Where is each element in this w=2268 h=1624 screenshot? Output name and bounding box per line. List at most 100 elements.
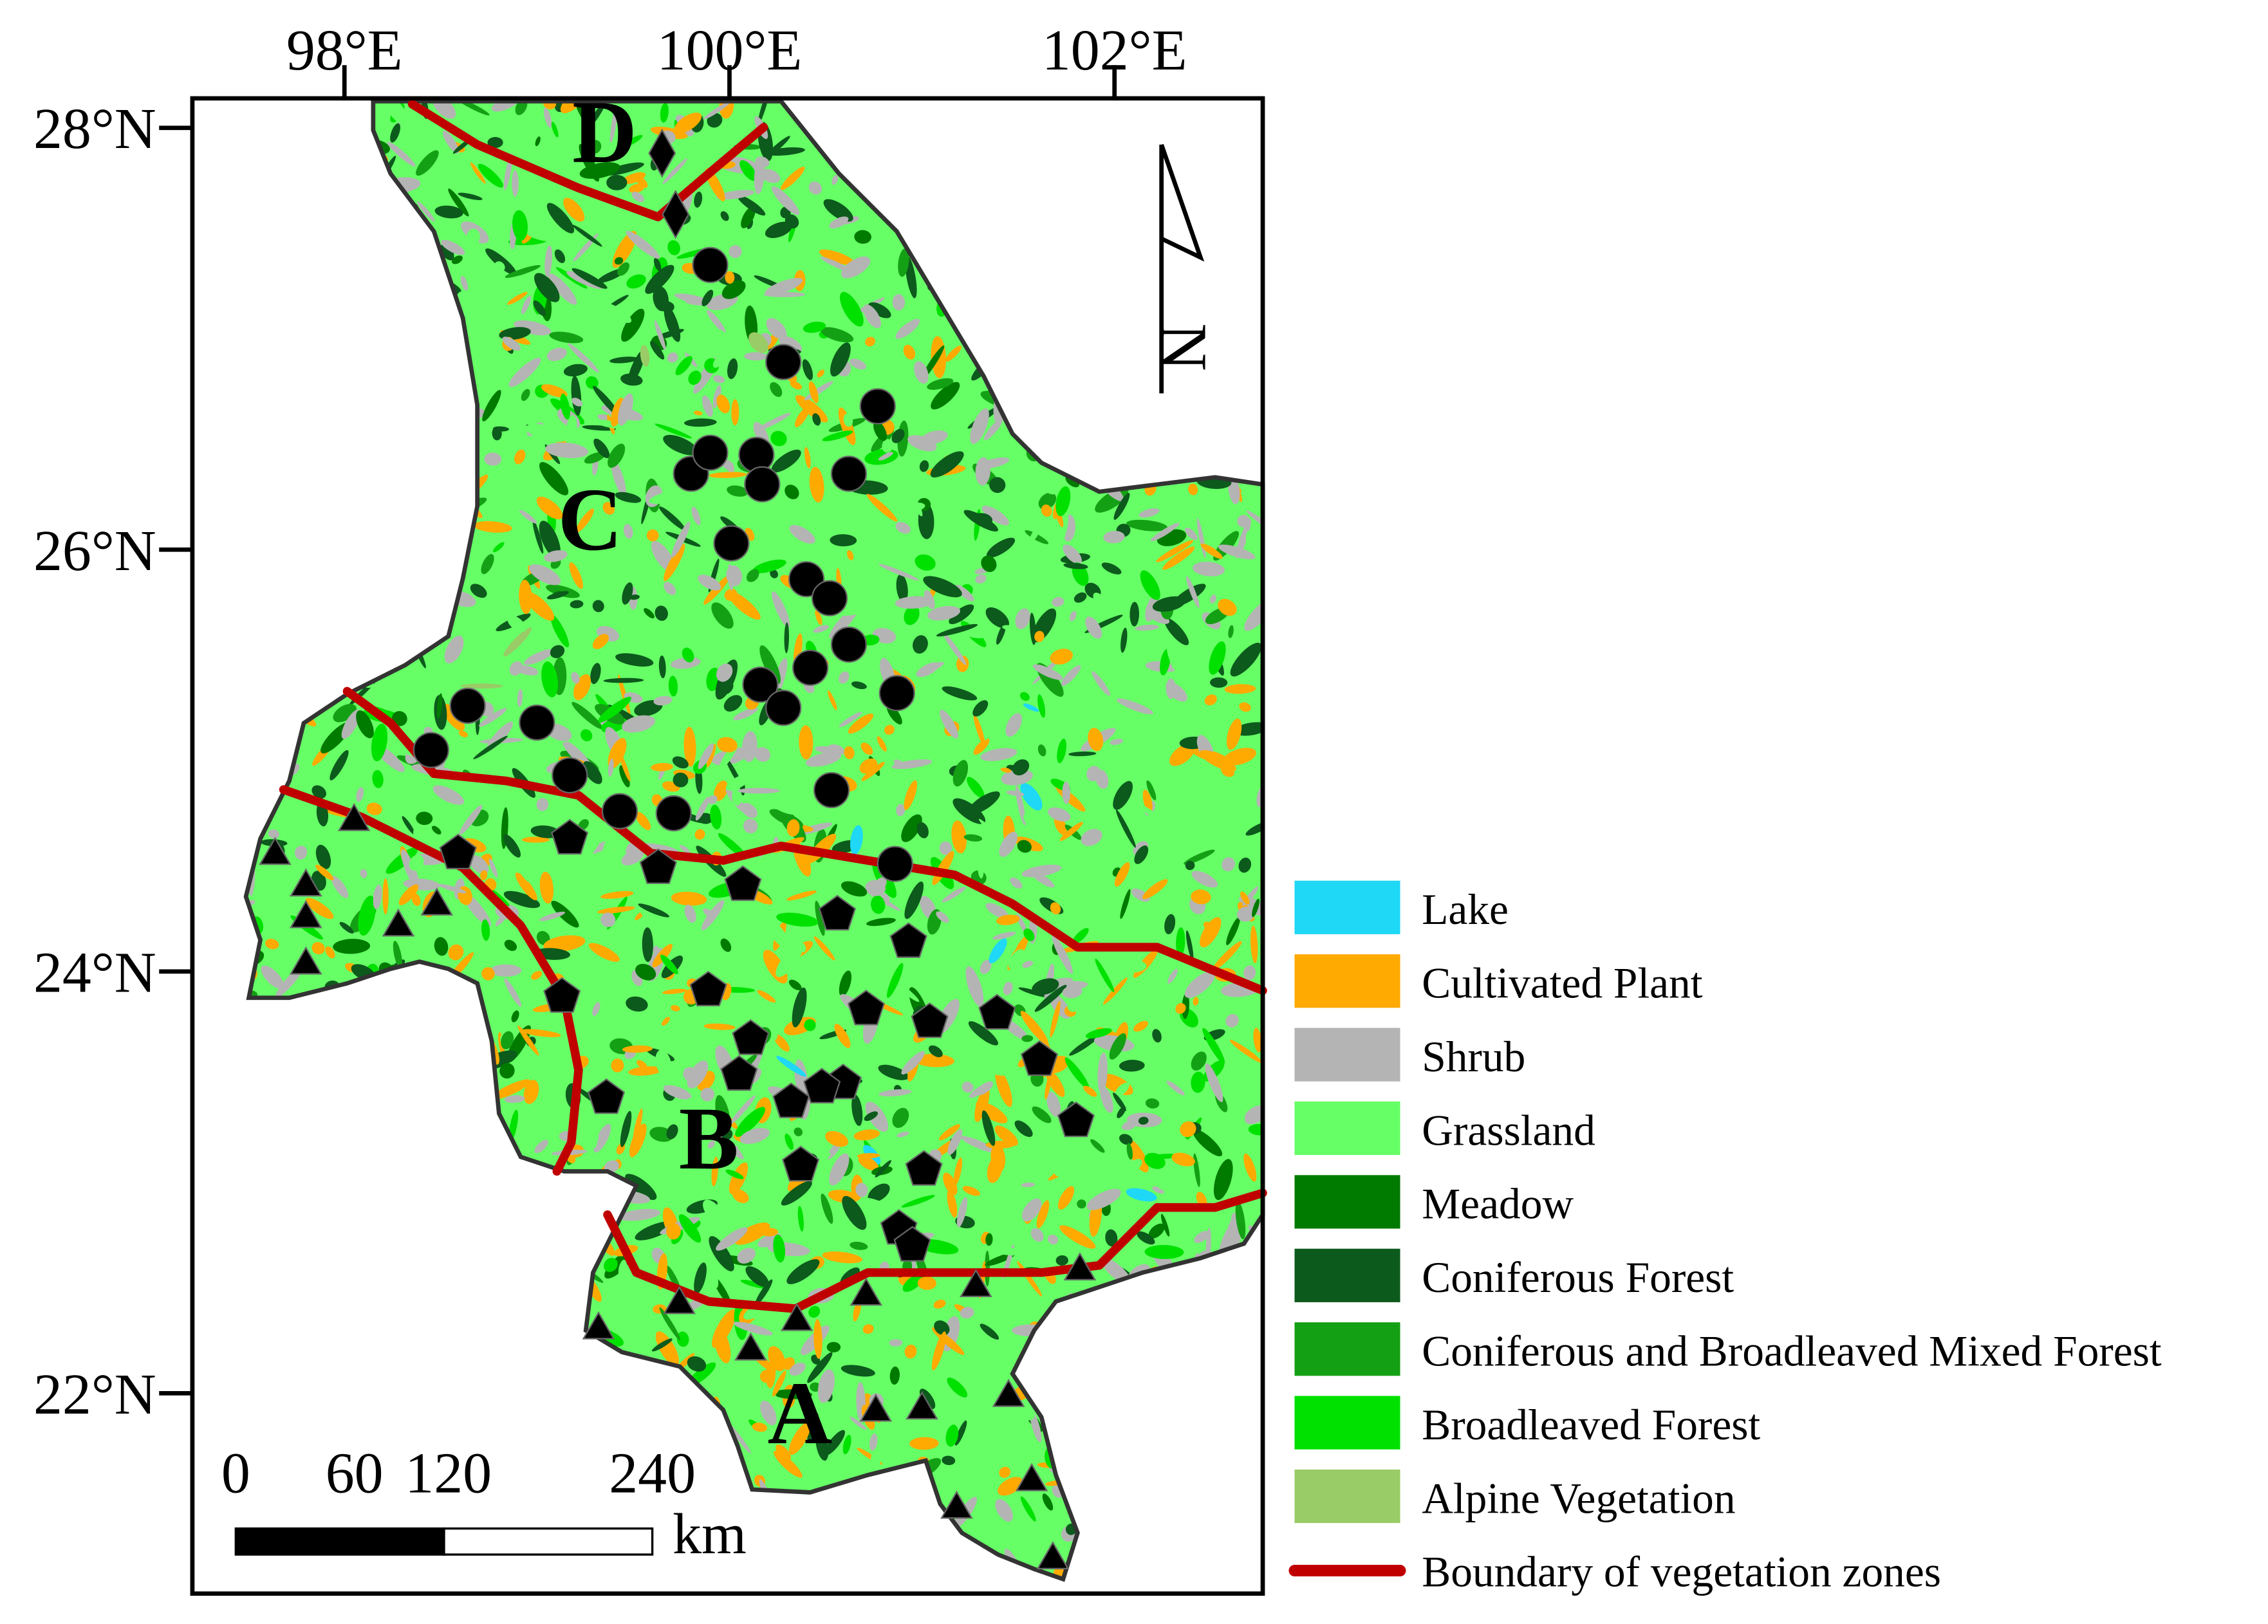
site-marker [639, 848, 678, 884]
land-patch [434, 205, 463, 219]
land-patch [1238, 857, 1252, 873]
land-patch [806, 1411, 819, 1444]
land-patch [808, 1306, 821, 1318]
land-patch [284, 865, 294, 891]
site-marker [449, 687, 486, 724]
land-patch [1224, 684, 1256, 694]
land-patch [1245, 821, 1263, 836]
zone-boundaries [279, 100, 1267, 1313]
land-patch [505, 265, 541, 278]
land-patch [507, 291, 528, 305]
land-patch [366, 802, 382, 815]
land-patch [694, 829, 705, 840]
land-patch [1218, 1210, 1232, 1230]
site-marker [792, 649, 829, 686]
land-patch [488, 858, 498, 878]
land-patch [501, 1031, 514, 1049]
land-patch [994, 1414, 1009, 1428]
land-patch [864, 1111, 878, 1121]
site-marker [765, 344, 802, 380]
land-patch [676, 1331, 689, 1347]
land-patch [914, 717, 932, 732]
land-patch [458, 192, 483, 201]
land-patch [1139, 508, 1160, 518]
land-patch [1222, 1232, 1236, 1250]
land-patch [770, 430, 787, 447]
land-patch [1142, 789, 1153, 813]
land-patch [546, 203, 575, 234]
land-patch [1050, 1001, 1061, 1038]
land-patch [683, 418, 717, 427]
land-patch [609, 105, 618, 143]
land-patch [809, 466, 824, 503]
land-patch [1225, 1013, 1239, 1028]
land-patch [851, 681, 867, 690]
land-patch [866, 918, 896, 927]
land-patch [739, 160, 757, 181]
site-marker [543, 977, 581, 1013]
land-patch [481, 553, 494, 575]
land-patch [534, 273, 560, 302]
land-patch [479, 708, 507, 727]
land-patch [1145, 1098, 1160, 1109]
land-patch [716, 190, 755, 200]
land-patch [970, 408, 989, 444]
land-patch [689, 310, 698, 324]
land-patch [779, 756, 795, 771]
land-patch [572, 225, 602, 247]
land-patch [655, 605, 668, 621]
land-patch [589, 545, 602, 559]
land-patch [560, 393, 570, 420]
land-patch [1250, 925, 1258, 964]
site-marker [830, 456, 868, 492]
land-patch [794, 1127, 803, 1136]
land-patch [764, 1445, 772, 1471]
land-patch [1193, 1129, 1223, 1157]
land-patch [981, 1110, 996, 1147]
land-patch [1202, 1028, 1225, 1064]
north-arrow-shape [1159, 143, 1205, 394]
land-patch [834, 1023, 851, 1048]
land-patch [829, 1039, 844, 1062]
site-marker [290, 946, 322, 975]
land-patch [721, 280, 746, 299]
land-patch [877, 736, 887, 752]
land-patch [1209, 677, 1228, 688]
land-patch [532, 519, 544, 554]
site-marker [859, 388, 896, 425]
land-patch [1109, 1033, 1126, 1060]
land-patch [1095, 958, 1115, 993]
land-patch [839, 671, 850, 684]
land-patch [733, 1322, 773, 1336]
land-patch [386, 847, 418, 874]
land-patch [813, 625, 829, 633]
land-patch [815, 1430, 829, 1461]
land-patch [865, 880, 886, 896]
land-patch [1059, 822, 1083, 842]
land-patch [1048, 1234, 1059, 1245]
land-patch [518, 653, 530, 660]
land-patch [903, 344, 916, 360]
land-patch [995, 1068, 1012, 1107]
land-patch [432, 785, 465, 805]
site-marker [889, 922, 927, 958]
land-patch [546, 347, 567, 362]
site-marker [744, 466, 781, 503]
site-marker [601, 793, 638, 829]
land-patch [311, 942, 325, 955]
land-patch [891, 759, 933, 770]
legend-swatch [1294, 1028, 1400, 1082]
land-patch [1153, 1176, 1165, 1190]
land-patch [356, 710, 374, 739]
land-patch [560, 101, 586, 113]
land-patch [539, 462, 569, 495]
land-patch [1119, 1134, 1133, 1145]
land-patch [625, 1174, 657, 1200]
land-patch [892, 1107, 909, 1129]
land-patch [776, 945, 803, 977]
land-patch [460, 276, 469, 291]
land-patch [727, 485, 748, 497]
land-patch [1115, 809, 1136, 848]
land-patch [650, 340, 665, 360]
land-patch [915, 554, 936, 571]
